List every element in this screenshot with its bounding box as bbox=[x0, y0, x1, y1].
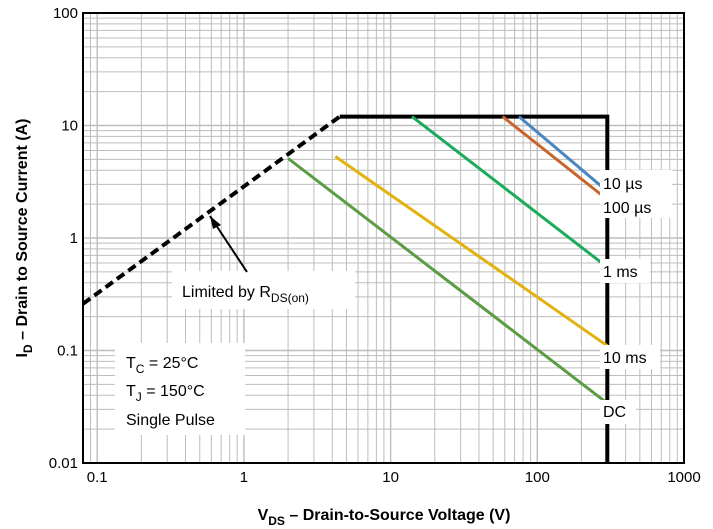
label-bg-1ms bbox=[600, 259, 650, 283]
series-line-2 bbox=[518, 115, 609, 193]
rds-arrow-head bbox=[210, 216, 221, 229]
label-10us: 10 µs bbox=[603, 176, 642, 193]
condition-tc: TC = 25°C bbox=[126, 355, 198, 376]
label-bg-10ms bbox=[600, 345, 660, 369]
label-10ms: 10 ms bbox=[603, 350, 647, 367]
series-line-3 bbox=[501, 115, 609, 201]
tick-labels: 0.1 1 10 100 1000 0.01 0.1 1 10 100 bbox=[49, 5, 701, 486]
label-bg-us bbox=[600, 170, 672, 218]
x-tick-label: 10 bbox=[382, 469, 399, 486]
y-tick-label: 10 bbox=[61, 118, 78, 135]
x-tick-label: 100 bbox=[525, 469, 550, 486]
rds-annotation-box bbox=[172, 271, 355, 309]
y-axis-title: ID – Drain to Source Current (A) bbox=[14, 119, 35, 358]
conditions-box bbox=[115, 343, 245, 435]
y-tick-label: 0.1 bbox=[57, 343, 78, 360]
label-100us: 100 µs bbox=[603, 200, 651, 217]
x-tick-label: 1 bbox=[240, 469, 248, 486]
series-line-4 bbox=[411, 115, 609, 269]
rds-annotation: Limited by RDS(on) bbox=[182, 284, 309, 305]
y-tick-label: 100 bbox=[53, 5, 78, 22]
label-1ms: 1 ms bbox=[603, 264, 638, 281]
series-line-0 bbox=[81, 114, 341, 306]
series-line-5 bbox=[334, 155, 609, 348]
label-bg-dc bbox=[600, 400, 636, 424]
y-tick-label: 0.01 bbox=[49, 455, 78, 472]
series-line-6 bbox=[287, 157, 609, 405]
condition-pulse: Single Pulse bbox=[126, 412, 215, 429]
x-tick-label: 1000 bbox=[667, 469, 700, 486]
x-axis-title: VDS – Drain-to-Source Voltage (V) bbox=[258, 507, 511, 528]
condition-tj: TJ = 150°C bbox=[126, 383, 205, 404]
plot-frame bbox=[82, 12, 685, 464]
y-tick-label: 1 bbox=[70, 230, 78, 247]
label-dc: DC bbox=[603, 404, 626, 421]
x-tick-label: 0.1 bbox=[87, 469, 108, 486]
